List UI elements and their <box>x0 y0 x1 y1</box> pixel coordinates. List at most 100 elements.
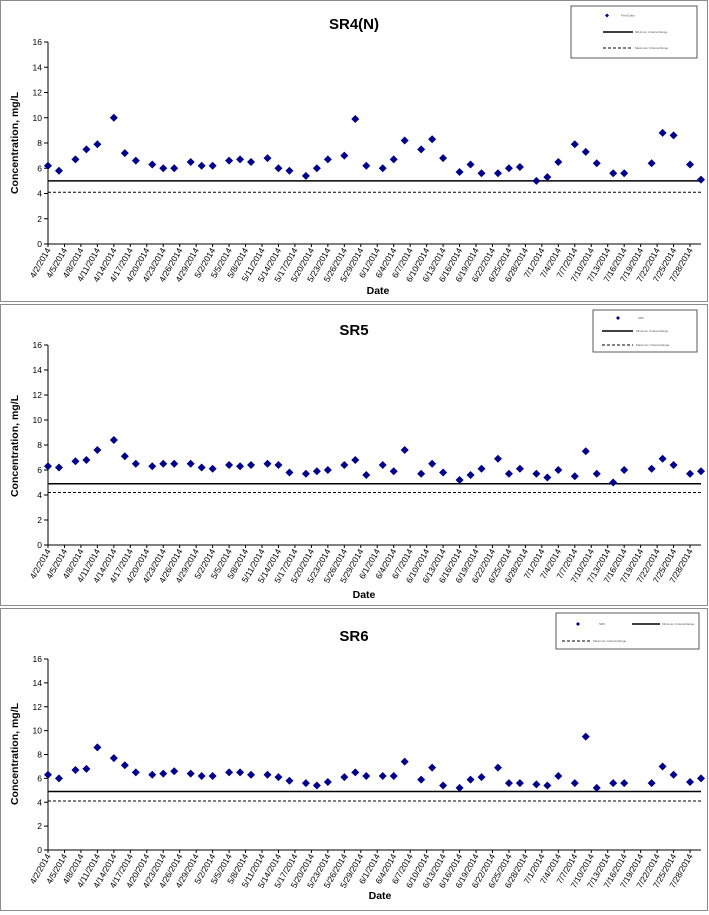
legend: SR5 Minimum Criteria Range Maximum Crite… <box>592 309 698 353</box>
data-point <box>658 128 667 137</box>
y-tick-label: 14 <box>33 62 43 72</box>
data-point <box>532 780 541 789</box>
chart-panel-sr4n: SR4(N) Field Data Minimum Criteria Range… <box>0 0 708 302</box>
data-point <box>236 768 245 777</box>
data-point <box>148 160 157 169</box>
data-point <box>592 469 601 478</box>
data-point <box>493 169 502 178</box>
data-point <box>301 779 310 788</box>
data-point <box>93 140 102 149</box>
data-point <box>609 478 618 487</box>
data-point <box>686 469 695 478</box>
data-point <box>197 463 206 472</box>
data-point <box>351 456 360 464</box>
data-point <box>515 162 524 171</box>
data-point <box>543 781 552 790</box>
data-point <box>301 171 310 180</box>
legend-dashed-label: Maximum Criteria Range <box>636 343 670 347</box>
legend: SR6 Minimum Criteria Range Maximum Crite… <box>555 612 700 650</box>
data-point <box>225 768 234 777</box>
data-point <box>351 768 360 777</box>
data-point <box>620 466 629 474</box>
x-axis-label: Date <box>369 890 392 902</box>
chart-sr6: SR6 SR6 Minimum Criteria Range Maximum C… <box>9 612 705 902</box>
data-point <box>570 140 579 149</box>
data-point <box>417 145 426 154</box>
data-point <box>532 176 541 185</box>
data-point <box>340 773 349 782</box>
y-tick-label: 6 <box>37 773 42 783</box>
data-point <box>466 160 475 169</box>
data-point <box>697 467 705 476</box>
data-point <box>225 461 234 469</box>
data-point <box>592 783 601 792</box>
data-point <box>400 446 409 454</box>
data-point <box>400 757 409 766</box>
data-point <box>236 155 245 164</box>
data-point <box>54 774 63 783</box>
y-axis-label: Concentration, mg/L <box>9 702 21 805</box>
data-point <box>159 769 168 778</box>
data-point <box>439 468 448 477</box>
data-point <box>340 151 349 160</box>
data-point <box>477 169 486 178</box>
data-point <box>312 467 321 476</box>
y-tick-label: 16 <box>33 37 43 47</box>
data-point <box>543 473 552 482</box>
chart-title: SR4(N) <box>329 16 379 33</box>
data-point <box>197 161 206 170</box>
data-point <box>340 461 349 469</box>
data-point <box>477 464 486 473</box>
data-point <box>378 771 387 780</box>
data-point <box>208 161 217 170</box>
data-point <box>186 769 195 778</box>
data-point <box>647 464 656 473</box>
chart-sr5: SR5 SR5 Minimum Criteria Range Maximum C… <box>9 309 705 601</box>
y-tick-label: 10 <box>33 415 43 425</box>
data-point <box>170 164 179 173</box>
data-point <box>71 766 80 775</box>
data-point <box>455 783 464 792</box>
data-point <box>71 155 80 164</box>
data-point <box>428 459 437 468</box>
data-point <box>131 768 140 777</box>
data-point <box>532 469 541 478</box>
data-point <box>554 771 563 780</box>
data-point <box>609 169 618 178</box>
data-point <box>554 466 563 474</box>
data-point <box>581 732 590 741</box>
y-tick-label: 12 <box>33 88 43 98</box>
data-point <box>504 779 513 788</box>
data-point <box>93 446 102 454</box>
y-tick-label: 0 <box>37 239 42 249</box>
y-tick-label: 6 <box>37 163 42 173</box>
data-point <box>82 764 91 773</box>
data-point <box>697 175 705 184</box>
data-point <box>515 779 524 788</box>
data-point <box>504 469 513 478</box>
data-point <box>554 157 563 166</box>
data-point <box>186 459 195 468</box>
data-point <box>236 462 245 471</box>
legend-dashed-label: Maximum Criteria Range <box>635 46 669 50</box>
y-tick-label: 16 <box>33 340 43 350</box>
y-tick-label: 14 <box>33 678 43 688</box>
chart-title: SR5 <box>339 322 368 339</box>
data-point <box>389 771 398 780</box>
y-tick-label: 16 <box>33 654 43 664</box>
data-point <box>274 773 283 782</box>
legend-solid-label: Minimum Criteria Range <box>662 622 695 626</box>
y-axis-label: Concentration, mg/L <box>9 91 21 194</box>
data-point <box>109 754 118 763</box>
data-point <box>647 779 656 788</box>
data-point <box>247 461 256 469</box>
data-point <box>285 468 294 477</box>
y-tick-label: 8 <box>37 750 42 760</box>
chart-title: SR6 <box>339 628 368 645</box>
data-point <box>263 770 272 779</box>
data-point <box>400 136 409 145</box>
data-point <box>658 762 667 771</box>
data-point <box>170 459 179 468</box>
data-point <box>466 775 475 784</box>
y-tick-label: 8 <box>37 138 42 148</box>
